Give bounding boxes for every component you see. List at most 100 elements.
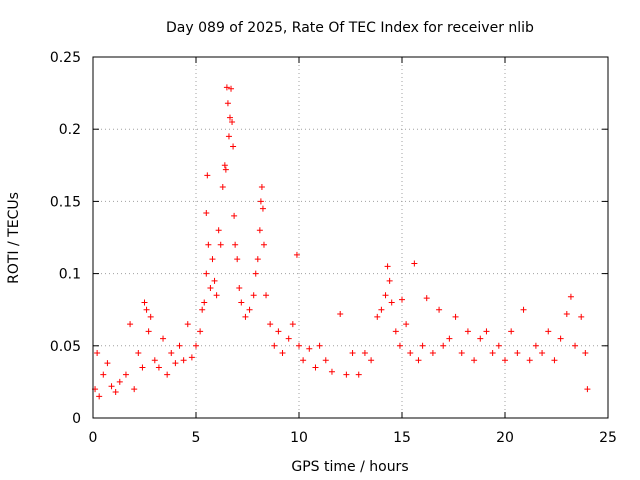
- data-point: [296, 342, 302, 349]
- data-point: [231, 212, 238, 219]
- data-point: [259, 205, 266, 212]
- data-point: [127, 321, 134, 328]
- x-tick-label: 5: [192, 430, 201, 446]
- x-tick-label: 10: [290, 430, 308, 446]
- data-point: [355, 371, 362, 378]
- data-point: [139, 364, 146, 371]
- data-point: [230, 143, 237, 150]
- data-point: [260, 241, 267, 248]
- data-point: [328, 368, 335, 375]
- data-point: [201, 299, 208, 306]
- data-point: [234, 256, 241, 263]
- data-point: [423, 295, 430, 302]
- data-point: [176, 342, 183, 349]
- data-point: [349, 350, 356, 357]
- data-point: [539, 350, 546, 357]
- data-point: [211, 277, 218, 284]
- data-point: [213, 292, 220, 299]
- data-point: [257, 198, 264, 205]
- data-point: [436, 306, 443, 313]
- data-point: [584, 386, 591, 393]
- x-axis-ticks: 0 5 10 15 20 25: [89, 57, 617, 446]
- data-point: [246, 306, 253, 313]
- data-point: [368, 357, 375, 364]
- data-point: [429, 350, 436, 357]
- data-point: [582, 350, 589, 357]
- data-point: [279, 350, 286, 357]
- data-point: [242, 313, 249, 320]
- data-point: [226, 114, 233, 121]
- data-point: [254, 256, 261, 263]
- data-point: [361, 350, 368, 357]
- data-point: [267, 321, 274, 328]
- data-point: [236, 285, 243, 292]
- data-point: [224, 100, 231, 107]
- data-point: [228, 85, 235, 92]
- data-point: [388, 299, 395, 306]
- data-point: [131, 386, 138, 393]
- x-tick-label: 15: [393, 430, 411, 446]
- data-point: [374, 313, 381, 320]
- data-point: [122, 371, 129, 378]
- data-point: [293, 251, 300, 258]
- data-point: [197, 328, 204, 335]
- data-point: [116, 378, 123, 385]
- data-point: [96, 393, 103, 400]
- y-tick-label: 0.1: [59, 267, 81, 283]
- data-point: [415, 357, 422, 364]
- data-point: [250, 292, 257, 299]
- data-point: [446, 335, 453, 342]
- data-point: [440, 342, 447, 349]
- data-point: [263, 292, 270, 299]
- data-point: [403, 321, 410, 328]
- data-point: [225, 133, 232, 140]
- data-point: [222, 166, 229, 173]
- data-point: [160, 335, 167, 342]
- data-point: [108, 383, 115, 390]
- x-tick-label: 25: [599, 430, 617, 446]
- data-point: [578, 313, 585, 320]
- data-point: [204, 172, 211, 179]
- data-point: [514, 350, 521, 357]
- data-point: [407, 350, 414, 357]
- data-point: [382, 292, 389, 299]
- data-point: [143, 306, 150, 313]
- data-point: [207, 285, 214, 292]
- data-point: [452, 313, 459, 320]
- data-point: [147, 313, 154, 320]
- data-point: [526, 357, 533, 364]
- data-points: [92, 84, 591, 400]
- grid-lines: [93, 57, 608, 418]
- y-tick-label: 0.2: [59, 122, 81, 138]
- data-point: [151, 357, 158, 364]
- data-point: [229, 118, 236, 125]
- data-point: [392, 328, 399, 335]
- data-point: [411, 260, 418, 267]
- y-axis-label: ROTI / TECUs: [6, 192, 22, 284]
- data-point: [172, 360, 179, 367]
- x-tick-label: 20: [496, 430, 514, 446]
- plot-frame: [92, 56, 609, 419]
- data-point: [306, 345, 313, 352]
- data-point: [489, 350, 496, 357]
- data-point: [271, 342, 278, 349]
- data-point: [337, 311, 344, 318]
- data-point: [557, 335, 564, 342]
- data-point: [104, 360, 111, 367]
- y-tick-label: 0.05: [50, 339, 81, 355]
- data-point: [483, 328, 490, 335]
- data-point: [217, 241, 224, 248]
- data-point: [205, 241, 212, 248]
- data-point: [386, 277, 393, 284]
- data-point: [223, 84, 230, 91]
- data-point: [495, 342, 502, 349]
- data-point: [221, 162, 228, 169]
- data-point: [399, 296, 405, 303]
- data-point: [471, 357, 478, 364]
- y-axis-ticks: 0 0.05 0.1 0.15 0.2 0.25: [50, 50, 608, 427]
- data-point: [141, 299, 148, 306]
- data-point: [145, 328, 152, 335]
- chart-title: Day 089 of 2025, Rate Of TEC Index for r…: [166, 20, 534, 36]
- data-point: [275, 328, 282, 335]
